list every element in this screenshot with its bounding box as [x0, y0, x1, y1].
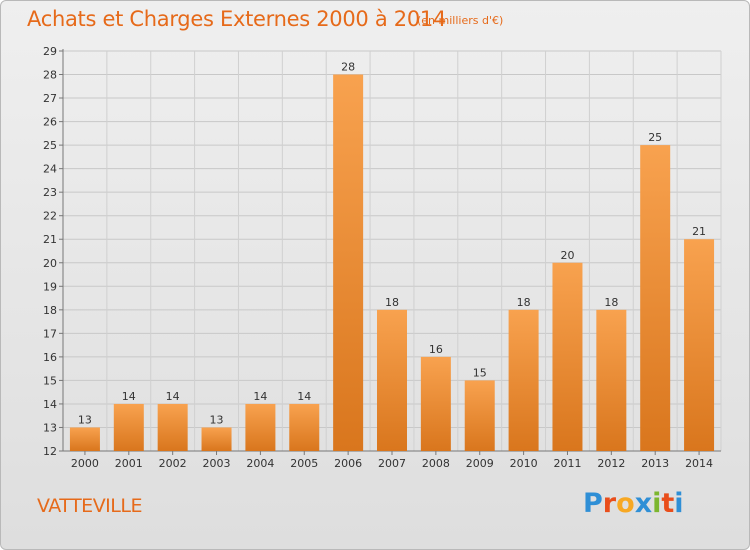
x-tick-label: 2000: [71, 457, 99, 470]
bar: [420, 356, 451, 451]
commune-name: VATTEVILLE: [37, 495, 142, 517]
logo-letter: t: [661, 488, 675, 519]
data-label: 16: [429, 343, 443, 356]
chart-title: Achats et Charges Externes 2000 à 2014: [27, 7, 447, 31]
y-tick-label: 22: [43, 210, 57, 223]
y-tick-label: 26: [43, 116, 57, 129]
logo-letter: i: [674, 488, 684, 519]
data-label: 18: [385, 296, 399, 309]
y-tick-label: 29: [43, 45, 57, 58]
logo-letter: r: [602, 488, 617, 519]
data-label: 20: [560, 249, 574, 262]
data-label: 28: [341, 61, 355, 74]
chart-subtitle: (en milliers d'€): [417, 14, 504, 27]
x-tick-label: 2001: [115, 457, 143, 470]
bar: [464, 380, 495, 451]
x-tick-label: 2014: [685, 457, 713, 470]
x-tick-label: 2008: [422, 457, 450, 470]
x-tick-label: 2007: [378, 457, 406, 470]
logo-letter: i: [652, 488, 662, 519]
y-tick-label: 16: [43, 351, 57, 364]
bar: [289, 403, 320, 451]
x-tick-label: 2002: [159, 457, 187, 470]
x-tick-label: 2004: [246, 457, 274, 470]
y-tick-label: 15: [43, 374, 57, 387]
logo-letter: x: [634, 488, 653, 519]
bar: [157, 403, 188, 451]
labels: 12 13 14 15 16 17 18 19 20 21 22 23 24 25 26 27 28 29 13 20…: [43, 45, 713, 470]
y-tick-label: 28: [43, 69, 57, 82]
bar: [640, 145, 671, 451]
bar: [201, 427, 232, 451]
x-tick-label: 2005: [290, 457, 318, 470]
data-label: 14: [297, 390, 311, 403]
bar: [552, 262, 583, 451]
y-tick-label: 23: [43, 186, 57, 199]
logo-letter: P: [583, 488, 603, 519]
y-tick-label: 25: [43, 139, 57, 152]
y-tick-label: 17: [43, 327, 57, 340]
x-tick-label: 2013: [641, 457, 669, 470]
y-tick-label: 13: [43, 421, 57, 434]
y-tick-label: 27: [43, 92, 57, 105]
data-label: 18: [517, 296, 531, 309]
data-label: 13: [210, 413, 224, 426]
y-tick-label: 14: [43, 398, 57, 411]
data-label: 25: [648, 131, 662, 144]
data-label: 18: [604, 296, 618, 309]
bar: [377, 309, 407, 451]
x-tick-label: 2011: [553, 457, 581, 470]
data-label: 15: [473, 366, 487, 379]
bar: [596, 309, 627, 451]
x-tick-label: 2012: [597, 457, 625, 470]
bar: [113, 403, 144, 451]
bar: [508, 309, 539, 451]
data-label: 13: [78, 413, 92, 426]
bar: [69, 427, 100, 451]
data-label: 14: [122, 390, 136, 403]
x-tick-label: 2003: [203, 457, 231, 470]
proxiti-logo[interactable]: Proxiti: [583, 488, 684, 519]
data-label: 21: [692, 225, 706, 238]
y-tick-label: 21: [43, 233, 57, 246]
bars: [69, 74, 715, 451]
y-tick-label: 24: [43, 163, 57, 176]
bar: [684, 239, 715, 451]
data-label: 14: [253, 390, 267, 403]
y-tick-label: 12: [43, 445, 57, 458]
x-tick-label: 2006: [334, 457, 362, 470]
x-tick-label: 2010: [510, 457, 538, 470]
y-tick-label: 20: [43, 257, 57, 270]
y-tick-label: 19: [43, 280, 57, 293]
data-label: 14: [166, 390, 180, 403]
y-tick-label: 18: [43, 304, 57, 317]
logo-letter: o: [616, 488, 635, 519]
bar: [245, 403, 276, 451]
bar: [333, 74, 364, 451]
x-tick-label: 2009: [466, 457, 494, 470]
